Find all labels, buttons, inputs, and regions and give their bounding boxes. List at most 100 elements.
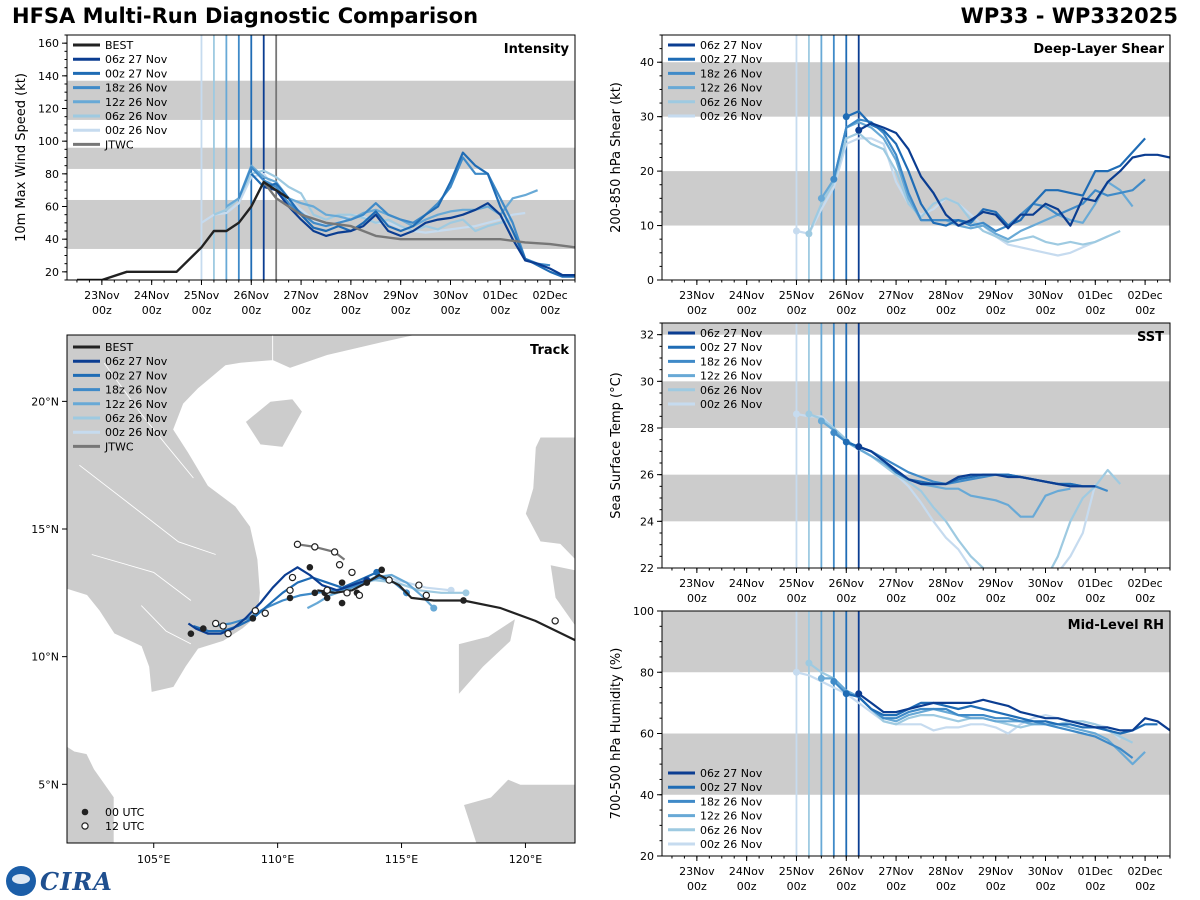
legend-12utc-marker	[81, 822, 89, 830]
intensity-band	[67, 80, 575, 120]
shear-init-marker	[855, 126, 863, 134]
shear-init-marker	[830, 175, 838, 183]
track-point-00utc	[460, 597, 467, 604]
rh-xtick-label: 00z	[1036, 880, 1056, 893]
track-point-12utc	[293, 540, 302, 549]
sst-xtick-label: 24Nov	[729, 577, 765, 590]
sst-init-marker	[842, 438, 850, 446]
shear-xtick-label: 24Nov	[729, 289, 765, 302]
intensity-panel: 20 40 60 80 100 120 140 160 23Nov 00z 24Nov 00z 25No…	[14, 34, 576, 317]
shear-init-marker	[842, 113, 850, 121]
shear-series-line	[845, 110, 1146, 227]
shear-ytick-label: 10	[640, 220, 654, 233]
shear-xtick-label: 00z	[886, 304, 906, 317]
border-line	[103, 362, 194, 479]
shear-legend-label: 00z 26 Nov	[700, 110, 763, 123]
rh-legend-label: 00z 26 Nov	[700, 838, 763, 851]
intensity-legend-label: 00z 26 Nov	[105, 124, 168, 137]
intensity-xtick-label: 30Nov	[433, 289, 469, 302]
sst-xtick-label: 00z	[737, 592, 757, 605]
sst-xtick-label: 00z	[936, 592, 956, 605]
intensity-xtick-label: 00z	[540, 304, 560, 317]
track-init-marker	[430, 604, 438, 612]
sst-xtick-label: 01Dec	[1078, 577, 1113, 590]
mindoro-landmass	[549, 564, 575, 627]
intensity-band	[67, 147, 575, 169]
shear-xtick-label: 00z	[1085, 304, 1105, 317]
track-legend-label: 00z 26 Nov	[105, 426, 168, 439]
sst-xtick-label: 00z	[886, 592, 906, 605]
track-point-12utc	[251, 606, 260, 615]
sst-init-marker	[805, 410, 813, 418]
track-point-00utc	[311, 589, 319, 597]
intensity-ytick-label: 20	[45, 266, 59, 279]
shear-ytick-label: 30	[640, 111, 654, 124]
track-point-12utc	[415, 581, 423, 589]
shear-series-line	[832, 118, 1146, 233]
track-title: Track	[530, 343, 569, 358]
shear-xtick-label: 00z	[687, 304, 707, 317]
sst-ytick-label: 22	[640, 562, 654, 575]
rh-legend-label: 12z 26 Nov	[700, 810, 763, 823]
sst-legend-label: 06z 26 Nov	[700, 384, 763, 397]
shear-legend-label: 06z 26 Nov	[700, 96, 763, 109]
rh-init-marker	[817, 674, 825, 682]
rh-xtick-label: 25Nov	[779, 865, 815, 878]
sst-ylabel: Sea Surface Temp (°C)	[609, 372, 624, 519]
track-point-00utc	[187, 630, 195, 637]
rh-xtick-label: 00z	[787, 880, 807, 893]
sst-init-marker	[817, 417, 825, 425]
shear-xtick-label: 00z	[986, 304, 1006, 317]
sst-init-marker	[855, 443, 863, 451]
shear-xtick-label: 01Dec	[1078, 289, 1113, 302]
shear-band	[662, 171, 1170, 226]
figure-title: HFSA Multi-Run Diagnostic Comparison	[12, 4, 479, 28]
shear-legend-label: 06z 27 Nov	[700, 39, 763, 52]
intensity-ytick-label: 160	[38, 37, 59, 50]
legend-00utc-label: 00 UTC	[105, 806, 145, 819]
rh-xtick-label: 00z	[687, 880, 707, 893]
track-point-00utc	[286, 594, 294, 602]
intensity-legend-label: JTWC	[104, 138, 134, 151]
intensity-series-line	[250, 151, 575, 278]
sst-series-line	[858, 445, 1096, 488]
storm-id: WP33 - WP332025	[960, 4, 1178, 28]
rh-band	[662, 611, 1170, 673]
rh-series-line	[858, 692, 1170, 732]
track-xtick-label: 105°E	[137, 853, 170, 866]
sst-xtick-label: 23Nov	[679, 577, 715, 590]
shear-title: Deep-Layer Shear	[1033, 42, 1164, 57]
shear-xtick-label: 00z	[936, 304, 956, 317]
track-ytick-label: 10°N	[31, 651, 59, 664]
track-point-12utc	[343, 589, 351, 597]
borneo-landmass	[462, 778, 575, 843]
shear-xtick-label: 30Nov	[1028, 289, 1064, 302]
malaya-landmass	[67, 745, 115, 843]
border-line	[140, 605, 192, 645]
intensity-xtick-label: 01Dec	[483, 289, 518, 302]
rh-ytick-label: 60	[640, 728, 654, 741]
track-legend-label: 06z 26 Nov	[105, 412, 168, 425]
intensity-xtick-label: 29Nov	[383, 289, 419, 302]
track-line	[317, 573, 575, 642]
rh-init-marker	[830, 677, 838, 685]
shear-xtick-label: 26Nov	[829, 289, 865, 302]
intensity-legend-label: 18z 26 Nov	[105, 82, 168, 95]
track-legend-label: 12z 26 Nov	[105, 398, 168, 411]
border-line	[91, 554, 192, 601]
track-xtick-label: 115°E	[385, 853, 418, 866]
shear-series-line	[807, 131, 1121, 246]
sst-xtick-label: 00z	[836, 592, 856, 605]
sst-ytick-label: 26	[640, 469, 654, 482]
rh-legend-label: 00z 27 Nov	[700, 781, 763, 794]
sst-xtick-label: 29Nov	[978, 577, 1014, 590]
legend-00utc-marker	[81, 808, 89, 816]
intensity-xtick-label: 00z	[291, 304, 311, 317]
rh-xtick-label: 02Dec	[1127, 865, 1162, 878]
intensity-series-line	[262, 181, 575, 249]
rh-xtick-label: 29Nov	[978, 865, 1014, 878]
shear-xtick-label: 25Nov	[779, 289, 815, 302]
intensity-xtick-label: 00z	[241, 304, 261, 317]
track-legend-label: 06z 27 Nov	[105, 355, 168, 368]
sst-xtick-label: 00z	[1085, 592, 1105, 605]
